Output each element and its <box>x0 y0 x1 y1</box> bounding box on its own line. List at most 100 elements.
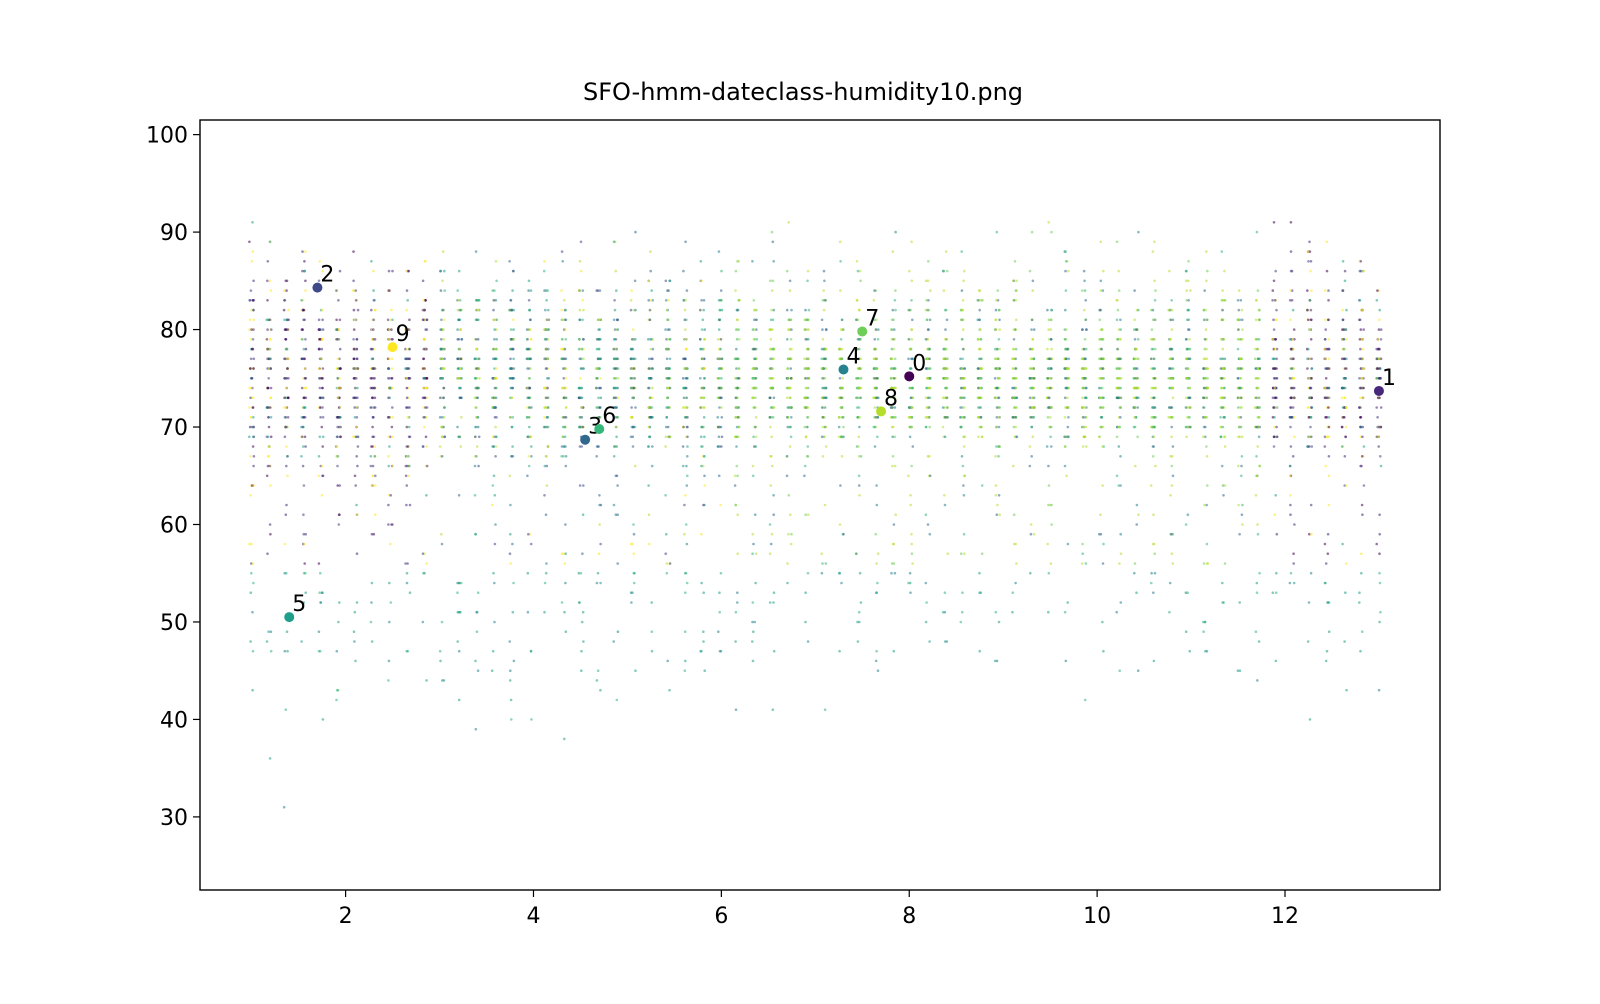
scatter-point <box>478 299 481 302</box>
scatter-point <box>686 435 689 439</box>
scatter-point <box>1099 406 1103 409</box>
scatter-point <box>875 318 878 322</box>
scatter-point <box>387 416 391 419</box>
scatter-point <box>1310 406 1314 409</box>
scatter-point <box>1188 338 1191 341</box>
scatter-point <box>391 416 395 419</box>
scatter-point <box>650 630 654 633</box>
scatter-point <box>961 591 964 594</box>
scatter-point <box>456 425 459 429</box>
scatter-point <box>304 591 308 594</box>
scatter-point <box>892 318 895 322</box>
scatter-point <box>1029 532 1033 536</box>
scatter-point <box>543 581 547 585</box>
scatter-point <box>684 338 687 341</box>
scatter-point <box>649 338 652 341</box>
scatter-point <box>458 347 462 351</box>
scatter-point <box>512 581 515 585</box>
scatter-point <box>629 591 633 594</box>
scatter-point <box>668 367 671 370</box>
scatter-point <box>1309 269 1312 273</box>
scatter-point <box>893 571 897 575</box>
scatter-point <box>265 318 269 322</box>
scatter-point <box>336 464 339 468</box>
scatter-point <box>927 328 930 331</box>
scatter-point <box>1241 338 1244 341</box>
scatter-point <box>875 386 878 390</box>
scatter-point <box>684 240 687 244</box>
scatter-point <box>1306 308 1309 312</box>
scatter-point <box>752 299 756 302</box>
scatter-point <box>530 455 533 458</box>
scatter-point <box>1014 581 1017 585</box>
scatter-point <box>737 328 740 331</box>
scatter-point <box>647 279 651 283</box>
scatter-point <box>806 406 810 409</box>
scatter-point <box>821 328 824 331</box>
scatter-point <box>616 513 619 516</box>
scatter-point <box>1239 406 1243 409</box>
scatter-point <box>438 649 442 653</box>
scatter-point <box>1117 425 1120 429</box>
scatter-point <box>1050 308 1053 312</box>
scatter-point <box>547 406 550 409</box>
scatter-point <box>439 269 443 273</box>
scatter-point <box>1189 425 1192 429</box>
scatter-point <box>909 347 912 351</box>
scatter-point <box>840 435 843 439</box>
scatter-point <box>1310 367 1313 370</box>
scatter-point <box>321 474 325 478</box>
scatter-point <box>1133 318 1136 322</box>
scatter-point <box>421 318 425 322</box>
scatter-point <box>837 435 841 439</box>
scatter-point <box>734 640 737 643</box>
scatter-point <box>1064 357 1068 361</box>
scatter-point <box>961 464 965 468</box>
scatter-point <box>1289 571 1293 575</box>
scatter-point <box>456 357 459 361</box>
scatter-point <box>612 640 615 643</box>
scatter-point <box>962 445 966 448</box>
scatter-point <box>422 571 425 575</box>
scatter-point <box>1310 532 1313 536</box>
scatter-point <box>717 630 720 633</box>
scatter-point <box>563 737 566 741</box>
scatter-point <box>875 396 878 400</box>
scatter-point <box>1047 571 1051 575</box>
scatter-point <box>318 396 322 400</box>
scatter-point <box>1219 338 1223 341</box>
scatter-point <box>598 494 601 497</box>
scatter-point <box>737 435 740 439</box>
scatter-point <box>943 308 947 312</box>
scatter-point <box>252 367 255 370</box>
scatter-point <box>1292 581 1296 585</box>
scatter-point <box>960 377 964 380</box>
scatter-point <box>1170 416 1174 419</box>
scatter-point <box>405 289 409 292</box>
scatter-point <box>1310 377 1313 380</box>
scatter-point <box>684 591 687 594</box>
scatter-point <box>1117 289 1121 292</box>
scatter-point <box>266 347 270 351</box>
scatter-point <box>1256 289 1260 292</box>
scatter-point <box>963 377 966 380</box>
scatter-point <box>252 484 255 487</box>
scatter-point <box>1047 610 1050 614</box>
scatter-point <box>251 688 254 692</box>
scatter-point <box>338 484 342 487</box>
scatter-point <box>664 494 667 497</box>
scatter-point <box>997 396 1001 400</box>
scatter-point <box>1063 464 1067 468</box>
scatter-point <box>1203 377 1207 380</box>
scatter-point <box>978 308 981 312</box>
scatter-point <box>287 318 291 322</box>
scatter-point <box>369 464 373 468</box>
scatter-point <box>1239 367 1243 370</box>
scatter-point <box>806 318 809 322</box>
scatter-point <box>1135 396 1138 400</box>
scatter-point <box>993 357 997 361</box>
scatter-point <box>1185 435 1188 439</box>
scatter-point <box>875 357 878 361</box>
scatter-point <box>544 571 548 575</box>
scatter-point <box>1151 367 1155 370</box>
